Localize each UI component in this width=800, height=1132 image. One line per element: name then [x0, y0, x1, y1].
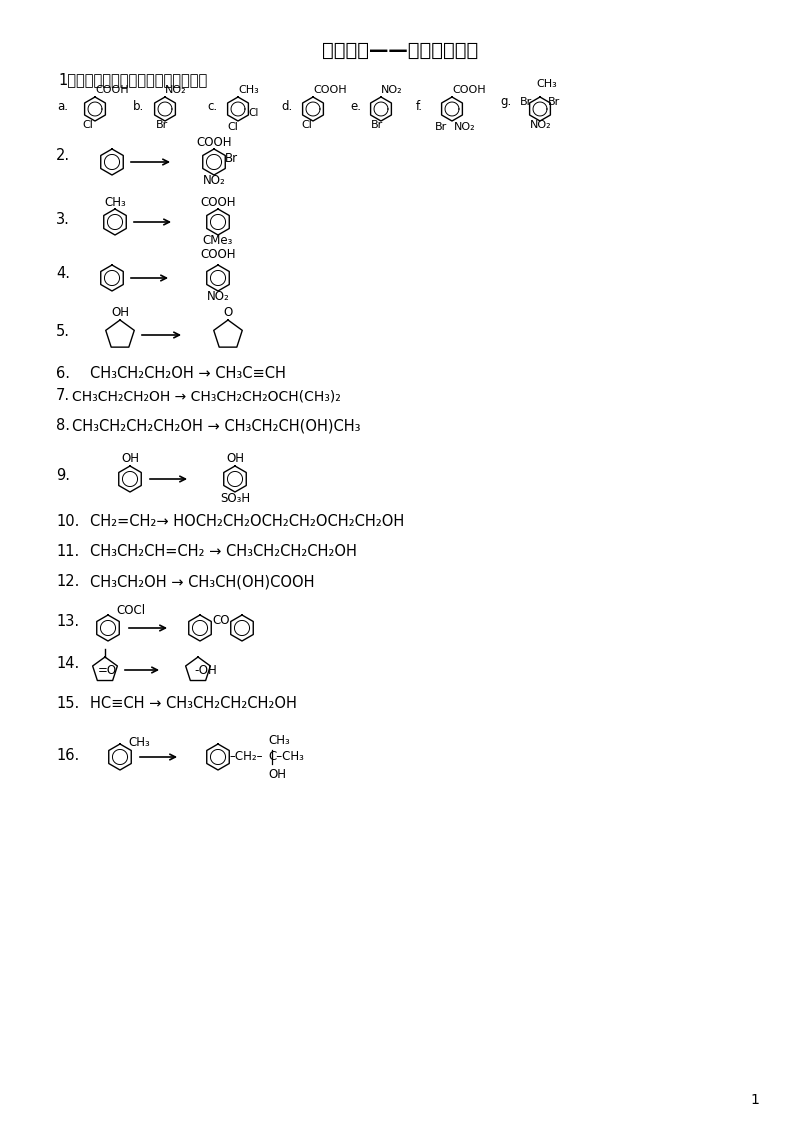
Text: f.: f. — [416, 101, 423, 113]
Text: CMe₃: CMe₃ — [203, 233, 233, 247]
Text: 12.: 12. — [56, 575, 79, 590]
Text: 16.: 16. — [56, 748, 79, 763]
Text: CH₃: CH₃ — [238, 85, 258, 95]
Text: –CH₂–: –CH₂– — [229, 751, 262, 763]
Text: NO₂: NO₂ — [530, 120, 552, 130]
Text: COOH: COOH — [200, 196, 236, 208]
Text: OH: OH — [121, 452, 139, 464]
Text: COOH: COOH — [313, 85, 346, 95]
Text: COOH: COOH — [452, 85, 486, 95]
Text: NO₂: NO₂ — [165, 85, 186, 95]
Text: =O: =O — [98, 663, 117, 677]
Text: NO₂: NO₂ — [381, 85, 402, 95]
Text: Cl: Cl — [248, 108, 258, 118]
Text: O: O — [223, 306, 233, 318]
Text: OH: OH — [111, 306, 129, 318]
Text: Br: Br — [435, 122, 447, 132]
Text: Br: Br — [225, 153, 238, 165]
Text: 3.: 3. — [56, 213, 70, 228]
Text: CH₂=CH₂→ HOCH₂CH₂OCH₂CH₂OCH₂CH₂OH: CH₂=CH₂→ HOCH₂CH₂OCH₂CH₂OCH₂CH₂OH — [90, 515, 404, 530]
Text: c.: c. — [207, 101, 217, 113]
Text: 1: 1 — [750, 1094, 759, 1107]
Text: a.: a. — [57, 101, 68, 113]
Text: 7.: 7. — [56, 388, 70, 403]
Text: b.: b. — [133, 101, 144, 113]
Text: 6.: 6. — [56, 366, 70, 380]
Text: OH: OH — [226, 452, 244, 464]
Text: CH₃: CH₃ — [536, 79, 557, 89]
Text: CO: CO — [212, 615, 230, 627]
Text: 试题库五——合成题及解答: 试题库五——合成题及解答 — [322, 41, 478, 60]
Text: NO₂: NO₂ — [202, 173, 226, 187]
Text: 5.: 5. — [56, 325, 70, 340]
Text: -OH: -OH — [194, 663, 217, 677]
Text: Cl: Cl — [301, 120, 312, 130]
Text: 10.: 10. — [56, 515, 79, 530]
Text: Br: Br — [156, 120, 168, 130]
Text: Br: Br — [520, 97, 532, 108]
Text: HC≡CH → CH₃CH₂CH₂CH₂OH: HC≡CH → CH₃CH₂CH₂CH₂OH — [90, 696, 297, 712]
Text: Br: Br — [371, 120, 383, 130]
Text: Br: Br — [548, 97, 560, 108]
Text: CH₃: CH₃ — [268, 734, 290, 746]
Text: 1．由苯或甲苯及其它无机试剑制备：: 1．由苯或甲苯及其它无机试剑制备： — [58, 72, 207, 87]
Text: CH₃: CH₃ — [128, 736, 150, 748]
Text: NO₂: NO₂ — [206, 290, 230, 302]
Text: 13.: 13. — [56, 615, 79, 629]
Text: SO₃H: SO₃H — [220, 492, 250, 506]
Text: 2.: 2. — [56, 148, 70, 163]
Text: CH₃CH₂OH → CH₃CH(OH)COOH: CH₃CH₂OH → CH₃CH(OH)COOH — [90, 575, 314, 590]
Text: Cl: Cl — [82, 120, 93, 130]
Text: 11.: 11. — [56, 544, 79, 559]
Text: C–CH₃: C–CH₃ — [268, 751, 304, 763]
Text: Cl: Cl — [227, 122, 238, 132]
Text: CH₃CH₂CH₂CH₂OH → CH₃CH₂CH(OH)CH₃: CH₃CH₂CH₂CH₂OH → CH₃CH₂CH(OH)CH₃ — [72, 419, 361, 434]
Text: e.: e. — [350, 101, 361, 113]
Text: g.: g. — [500, 95, 511, 109]
Text: 8.: 8. — [56, 419, 70, 434]
Text: NO₂: NO₂ — [454, 122, 476, 132]
Text: d.: d. — [281, 101, 292, 113]
Text: CH₃CH₂CH₂OH → CH₃C≡CH: CH₃CH₂CH₂OH → CH₃C≡CH — [90, 366, 286, 380]
Text: 14.: 14. — [56, 657, 79, 671]
Text: COCl: COCl — [116, 604, 145, 617]
Text: COOH: COOH — [196, 136, 232, 148]
Text: OH: OH — [268, 767, 286, 780]
Text: CH₃CH₂CH₂OH → CH₃CH₂CH₂OCH(CH₃)₂: CH₃CH₂CH₂OH → CH₃CH₂CH₂OCH(CH₃)₂ — [72, 389, 341, 403]
Text: CH₃CH₂CH=CH₂ → CH₃CH₂CH₂CH₂OH: CH₃CH₂CH=CH₂ → CH₃CH₂CH₂CH₂OH — [90, 544, 357, 559]
Text: COOH: COOH — [200, 249, 236, 261]
Text: 15.: 15. — [56, 696, 79, 712]
Text: 9.: 9. — [56, 469, 70, 483]
Text: 4.: 4. — [56, 266, 70, 282]
Text: CH₃: CH₃ — [104, 197, 126, 209]
Text: COOH: COOH — [95, 85, 129, 95]
